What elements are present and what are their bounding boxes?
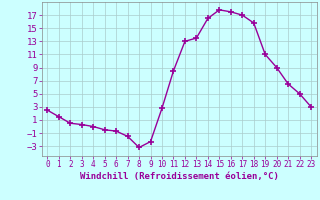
X-axis label: Windchill (Refroidissement éolien,°C): Windchill (Refroidissement éolien,°C) — [80, 172, 279, 181]
